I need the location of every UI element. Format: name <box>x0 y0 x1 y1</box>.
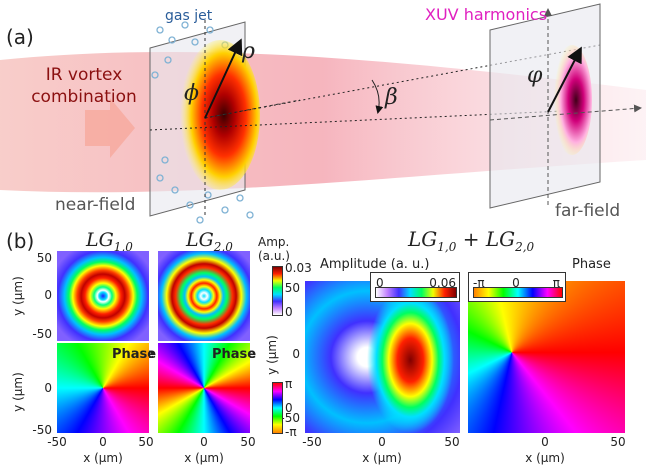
x-tick-label: 0 <box>378 435 386 449</box>
y-tick-label: 50 <box>285 281 300 295</box>
phase-map <box>468 281 625 433</box>
x-axis-label: x (μm) <box>525 451 565 465</box>
x-tick-label: 0 <box>99 435 107 449</box>
far-field-beam <box>552 45 592 155</box>
panel-label: (a) <box>6 25 34 49</box>
panel-label: (b) <box>6 229 34 253</box>
phase-map <box>158 343 250 433</box>
amplitude-label: Amplitude (a. u.) <box>320 257 430 272</box>
y-tick-label: 0 <box>292 347 300 361</box>
combined-title: LG1,0 + LG2,0 <box>407 227 535 254</box>
colorbar-tick: π <box>285 377 292 391</box>
phase-colorbar <box>473 287 563 298</box>
phase-map <box>57 343 149 433</box>
x-tick-label: 0 <box>541 435 549 449</box>
phase-label: Phase <box>572 257 611 272</box>
amplitude-map <box>305 281 460 433</box>
x-tick-label: 50 <box>444 435 459 449</box>
colorbar-tick: -π <box>285 425 297 439</box>
near-field-label: near-field <box>55 195 135 215</box>
rho-symbol: ρ <box>241 39 255 64</box>
amp-colorbar <box>375 287 457 298</box>
phase-colorbar <box>272 382 283 434</box>
x-tick-label: -50 <box>302 435 322 449</box>
x-tick-label: 50 <box>240 435 255 449</box>
colorbar-box <box>370 272 460 302</box>
amp-colorbar <box>272 266 283 316</box>
ir-label: combination <box>31 87 137 107</box>
x-tick-label: 0 <box>200 435 208 449</box>
y-axis-label: y (μm) <box>11 276 25 316</box>
y-tick-label: -50 <box>32 327 52 341</box>
ir-label: IR vortex <box>46 65 123 85</box>
phi-symbol: φ <box>527 63 543 88</box>
amplitude-map <box>57 251 149 341</box>
beta-symbol: β <box>384 85 398 110</box>
x-tick-label: -50 <box>47 435 67 449</box>
x-axis-label: x (μm) <box>362 451 402 465</box>
xuv-label: XUV harmonics <box>425 5 547 24</box>
x-axis-label: x (μm) <box>83 451 123 465</box>
x-axis-label: x (μm) <box>184 451 224 465</box>
far-field-label: far-field <box>555 201 620 221</box>
x-tick-label: 50 <box>610 435 625 449</box>
gas-jet-label: gas jet <box>165 8 213 24</box>
phi-symbol: ϕ <box>184 81 199 106</box>
colorbar-tick: 0 <box>285 305 293 319</box>
y-axis-label: y (μm) <box>11 372 25 412</box>
amplitude-map <box>158 251 250 341</box>
y-tick-label: 0 <box>44 288 52 302</box>
colorbar-tick: 0.03 <box>285 261 312 275</box>
amp-colorbar-label: Amp. <box>258 235 289 249</box>
y-tick-label: -50 <box>280 411 300 425</box>
figure: (a) gas jet XUV harmonics IR vortex comb… <box>0 0 646 466</box>
y-tick-label: 50 <box>37 251 52 265</box>
x-tick-label: 50 <box>138 435 153 449</box>
y-axis-label: y (μm) <box>265 335 279 375</box>
colorbar-box <box>468 272 566 302</box>
y-tick-label: 0 <box>44 381 52 395</box>
